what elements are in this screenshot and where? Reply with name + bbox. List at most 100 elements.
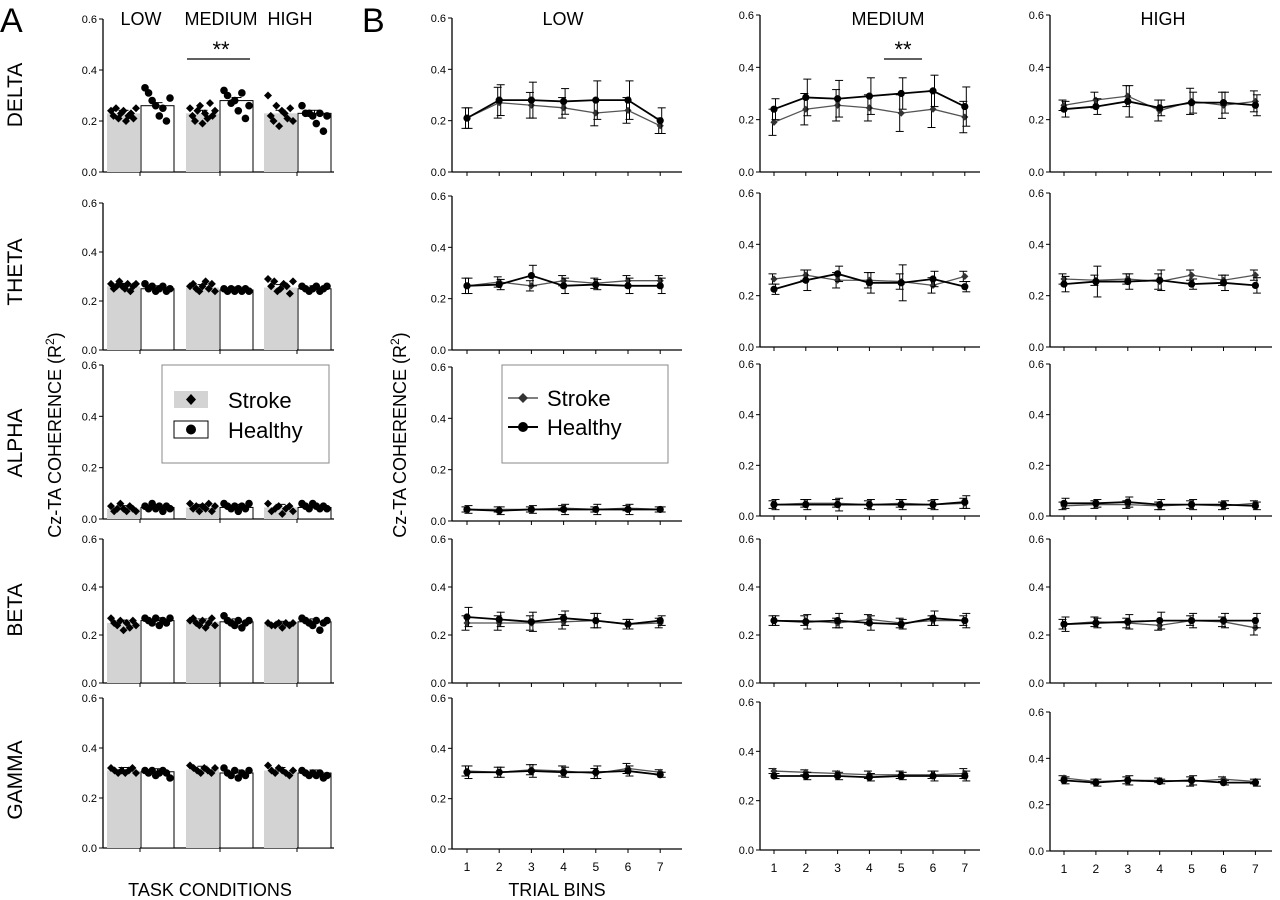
panel-a-theta-stroke-point [270,277,279,286]
panel-b-theta-low-y-tick-label: 0.0 [431,345,446,357]
panel-a-delta-healthy-point [298,101,306,110]
band-label-gamma: GAMMA [4,740,27,819]
panel-a-delta-stroke-point [132,104,140,113]
panel-b-gamma-high-healthy-point [1156,777,1164,786]
panel-b-delta-medium-y-tick-label: 0.2 [739,115,754,127]
panel-label-b: B [362,2,385,40]
panel-a-beta-healthy-point [312,616,321,625]
panel-b-theta-low-healthy-point [560,282,568,290]
panel-a-delta-stroke-point [272,101,281,110]
panel-b-alpha-low-healthy-point [463,505,471,514]
panel-b-alpha-low-y-tick-label: 0.2 [431,465,446,477]
panel-a-gamma-stroke-point [289,766,297,775]
panel-a-beta-y-tick-label: 0.6 [82,534,97,546]
panel-b-gamma-low-healthy-point [624,767,632,775]
panel-b-alpha-low-y-tick-label: 0.4 [431,413,446,425]
panel-a-legend-frame [161,364,330,464]
panel-b-theta-high-stroke-point [1060,275,1068,283]
panel-a-beta-stroke-bar [264,624,297,683]
panel-b-gamma-high-healthy-point [1060,776,1068,784]
panel-b-theta-medium-y-tick-label: 0.4 [739,239,754,251]
panel-b-theta-high-healthy-point [1124,277,1132,286]
panel-b-gamma-medium-x-tick-label: 3 [834,861,841,875]
panel-b-delta-high-y-tick-label: 0.6 [1029,10,1044,22]
panel-b-gamma-low-healthy-point [463,768,471,776]
panel-b-gamma-low-x-tick-label: 3 [528,860,535,874]
panel-b-beta-medium-healthy-point [802,618,810,626]
panel-b-legend: Stroke Healthy [501,364,669,464]
panel-b-alpha-high-healthy-point [1092,499,1100,507]
panel-a-alpha-stroke-point [132,507,140,516]
panel-a-alpha-stroke-point [116,499,125,508]
panel-b-delta-medium-y-tick-label: 0.6 [739,10,754,22]
panel-b-gamma-low-healthy-point [495,768,503,776]
panel-b-gamma-low-y-tick-label: 0.0 [431,844,446,856]
panel-b-delta-high-healthy-point [1251,101,1259,109]
panel-b-theta-medium-healthy-point [929,275,937,283]
panel-a-theta-stroke-point [289,277,297,286]
panel-b-gamma-high-x-tick-label: 5 [1188,862,1195,876]
panel-b-beta-medium-y-tick-label: 0.0 [739,678,754,690]
panel-a-delta-healthy-point [223,91,232,100]
panel-b-beta-medium-healthy-point [961,617,969,625]
panel-a-gamma-stroke-bar [264,770,297,848]
panel-a-gamma-stroke-point [271,769,280,777]
panel-b-y-axis-label-sup: 2 [388,338,402,345]
panel-b-alpha-high-y-tick-label: 0.4 [1029,410,1044,422]
panel-b-beta-low-y-tick-label: 0.2 [431,630,446,642]
panel-b-beta-high-healthy-point [1188,617,1196,625]
panel-a-alpha-stroke-bar [186,507,219,519]
band-label-delta: DELTA [4,63,27,128]
panel-b-delta-medium-stroke-point [802,105,810,113]
panel-b-theta-medium-stroke-point [929,281,937,289]
panel-b-delta-low-healthy-point [560,97,568,106]
panel-a-delta-healthy-point [234,107,243,115]
panel-b-gamma-high-healthy-point [1251,779,1259,787]
panel-a-alpha-stroke-bar [107,508,140,519]
panel-a-delta-healthy-point [241,114,250,123]
panel-b-delta-low-y-tick-label: 0.0 [431,167,446,179]
panel-a-theta-stroke-point [207,279,216,288]
panel-a-gamma-healthy-bar [219,772,254,849]
panel-b-alpha-low-healthy-point [560,505,568,514]
panel-b-beta-medium-healthy-point [897,620,905,628]
panel-a-alpha-stroke-point [192,502,201,511]
panel-a-delta-stroke-point [198,119,207,128]
panel-a-theta-stroke-point [204,284,213,293]
panel-a-theta-healthy-bar [140,288,175,351]
panel-b-theta-medium-healthy-point [802,276,810,284]
panel-a-alpha-y-tick-label: 0.6 [82,360,97,372]
panel-b-theta-high-healthy-point [1060,280,1068,288]
panel-a-delta-healthy-point [312,119,321,128]
panel-b-beta-high-y-tick-label: 0.4 [1029,582,1044,594]
panel-b-delta-low-healthy-point [624,96,632,104]
panel-b-gamma-low-x-tick-label: 1 [464,860,471,874]
panel-b-delta-high-healthy-point [1124,97,1132,105]
panel-b-beta-low-healthy-point [527,618,536,626]
panel-b-gamma-low-y-tick-label: 0.6 [431,693,446,705]
panel-a-beta-stroke-point [207,614,216,623]
panel-a-theta-stroke-point [267,282,276,291]
panel-b-beta-low-y-tick-label: 0.4 [431,582,446,594]
panel-a-gamma-stroke-bar [107,770,140,848]
panel-b-condition-high: HIGH [1141,9,1186,29]
panel-a-theta-y-tick-label: 0.6 [82,198,97,210]
panel-b-gamma-low-x-tick-label: 2 [496,860,503,874]
panel-b-gamma-high-healthy-point [1124,776,1132,784]
panel-a-delta-stroke-point [129,114,138,123]
panel-a-delta-healthy-point [230,96,239,105]
panel-a-theta-y-tick-label: 0.0 [82,345,97,357]
panel-b-theta-low-healthy-point [527,271,536,280]
panel-b-alpha-high-healthy-point [1219,501,1228,509]
panel-b-gamma-low-x-tick-label: 7 [657,860,664,874]
panel-b-beta-low-healthy-point [624,620,632,628]
panel-a-gamma-y-tick-label: 0.6 [82,693,97,705]
panel-a-significance-marker: ** [212,37,230,62]
panel-b-gamma-low-healthy-point [656,771,664,779]
panel-b-delta-medium-healthy-point [961,102,969,111]
panel-a-theta-stroke-point [195,287,204,296]
panel-a-theta-stroke-point [285,289,294,298]
panel-a-alpha-stroke-point [274,502,283,511]
panel-a-alpha-stroke-point [107,502,115,511]
panel-a-theta-healthy-bar [219,289,254,351]
